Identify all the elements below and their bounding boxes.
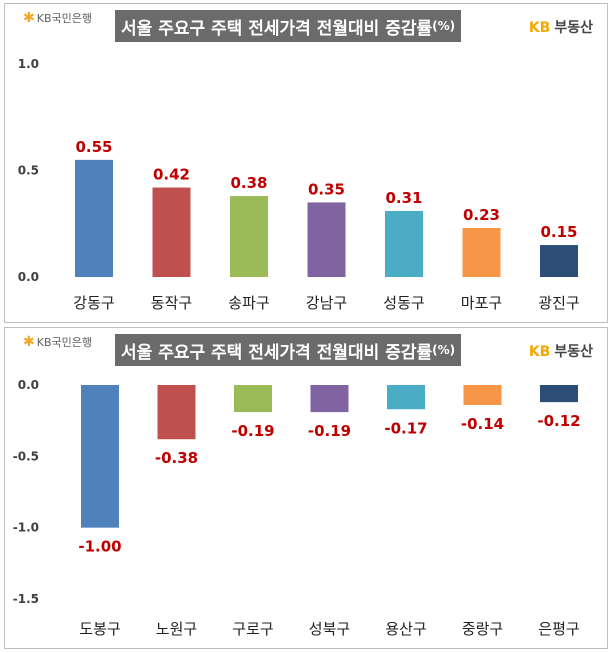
data-label: -0.12 xyxy=(537,412,580,430)
x-category-label: 성북구 xyxy=(309,620,350,638)
data-label: -0.17 xyxy=(384,419,427,437)
bar xyxy=(152,187,191,277)
data-label: -0.19 xyxy=(231,422,274,440)
chart-title: 서울 주요구 주택 전세가격 전월대비 증감률 (%) xyxy=(115,334,462,366)
x-category-label: 은평구 xyxy=(538,620,579,638)
bar xyxy=(540,245,578,277)
bar xyxy=(81,385,119,528)
bar xyxy=(385,210,423,277)
kb-star-icon: ✱ xyxy=(23,10,35,26)
bar xyxy=(540,385,578,403)
y-tick-label: 0.0 xyxy=(18,378,39,392)
bar-chart-positive: 0.0 0.5 1.0 0.55 강동구 0.42 동작구 0.38 송파구 0.35 강남구 0.3… xyxy=(18,57,580,312)
x-category-label: 노원구 xyxy=(156,620,197,638)
kb-brand-mark: KB xyxy=(528,344,551,360)
kb-bank-logo-text: KB국민은행 xyxy=(36,336,92,349)
data-label: 0.23 xyxy=(463,206,500,224)
chart-title: 서울 주요구 주택 전세가격 전월대비 증감률 (%) xyxy=(115,10,462,42)
bar xyxy=(387,385,425,410)
data-label: -1.00 xyxy=(78,538,121,556)
chart-panel-positive: ✱ KB국민은행 서울 주요구 주택 전세가격 전월대비 증감률 (%) KB 부… xyxy=(4,3,608,323)
data-label: 0.55 xyxy=(75,138,112,156)
chart-title-unit: (%) xyxy=(432,343,456,357)
data-label: -0.19 xyxy=(308,422,351,440)
kb-bank-logo: ✱ KB국민은행 xyxy=(23,10,92,26)
kb-star-icon: ✱ xyxy=(23,334,35,350)
y-tick-label: 1.0 xyxy=(18,57,39,71)
y-tick-label: -1.0 xyxy=(13,521,39,535)
data-label: 0.31 xyxy=(385,189,422,207)
bar xyxy=(157,385,196,440)
data-label: 0.38 xyxy=(230,174,267,192)
x-category-label: 광진구 xyxy=(538,294,579,312)
chart-title-text: 서울 주요구 주택 전세가격 전월대비 증감률 xyxy=(121,18,433,39)
bar xyxy=(75,159,113,277)
data-label: 0.42 xyxy=(153,166,190,184)
kb-bank-logo-text: KB국민은행 xyxy=(36,12,92,25)
chart-panel-negative: ✱ KB국민은행 서울 주요구 주택 전세가격 전월대비 증감률 (%) KB 부… xyxy=(4,327,608,649)
x-category-label: 중랑구 xyxy=(462,620,503,638)
x-category-label: 용산구 xyxy=(385,620,426,638)
data-label: -0.38 xyxy=(155,449,198,467)
bar xyxy=(463,385,502,405)
data-label: 0.15 xyxy=(540,223,577,241)
bar xyxy=(307,202,346,277)
x-category-label: 마포구 xyxy=(461,294,502,312)
kb-brand-name: 부동산 xyxy=(554,344,593,360)
chart-title-text: 서울 주요구 주택 전세가격 전월대비 증감률 xyxy=(121,342,433,363)
x-category-label: 성동구 xyxy=(383,294,424,312)
x-category-label: 동작구 xyxy=(151,294,192,312)
y-tick-label: 0.5 xyxy=(18,164,39,178)
data-label: -0.14 xyxy=(461,415,504,433)
bar xyxy=(234,385,272,413)
kb-realestate-logo: KB 부동산 xyxy=(529,17,593,37)
kb-realestate-logo: KB 부동산 xyxy=(529,341,593,361)
x-category-label: 송파구 xyxy=(228,294,269,312)
bar xyxy=(462,228,501,277)
kb-brand-mark: KB xyxy=(528,20,551,36)
y-tick-label: 0.0 xyxy=(18,270,39,284)
x-category-label: 강남구 xyxy=(306,294,347,312)
data-label: 0.35 xyxy=(308,180,345,198)
kb-bank-logo: ✱ KB국민은행 xyxy=(23,334,92,350)
bar xyxy=(230,196,268,277)
chart-title-unit: (%) xyxy=(432,19,456,33)
kb-brand-name: 부동산 xyxy=(554,20,593,36)
bar xyxy=(310,385,349,413)
x-category-label: 강동구 xyxy=(73,294,114,312)
y-tick-label: -0.5 xyxy=(13,449,39,463)
x-category-label: 구로구 xyxy=(232,620,273,638)
x-category-label: 도봉구 xyxy=(79,620,120,638)
bar-chart-negative: 0.0 -0.5 -1.0 -1.5 -1.00 도봉구 -0.38 노원구 -0.19 구로구 -… xyxy=(13,378,581,638)
y-tick-label: -1.5 xyxy=(13,592,39,606)
